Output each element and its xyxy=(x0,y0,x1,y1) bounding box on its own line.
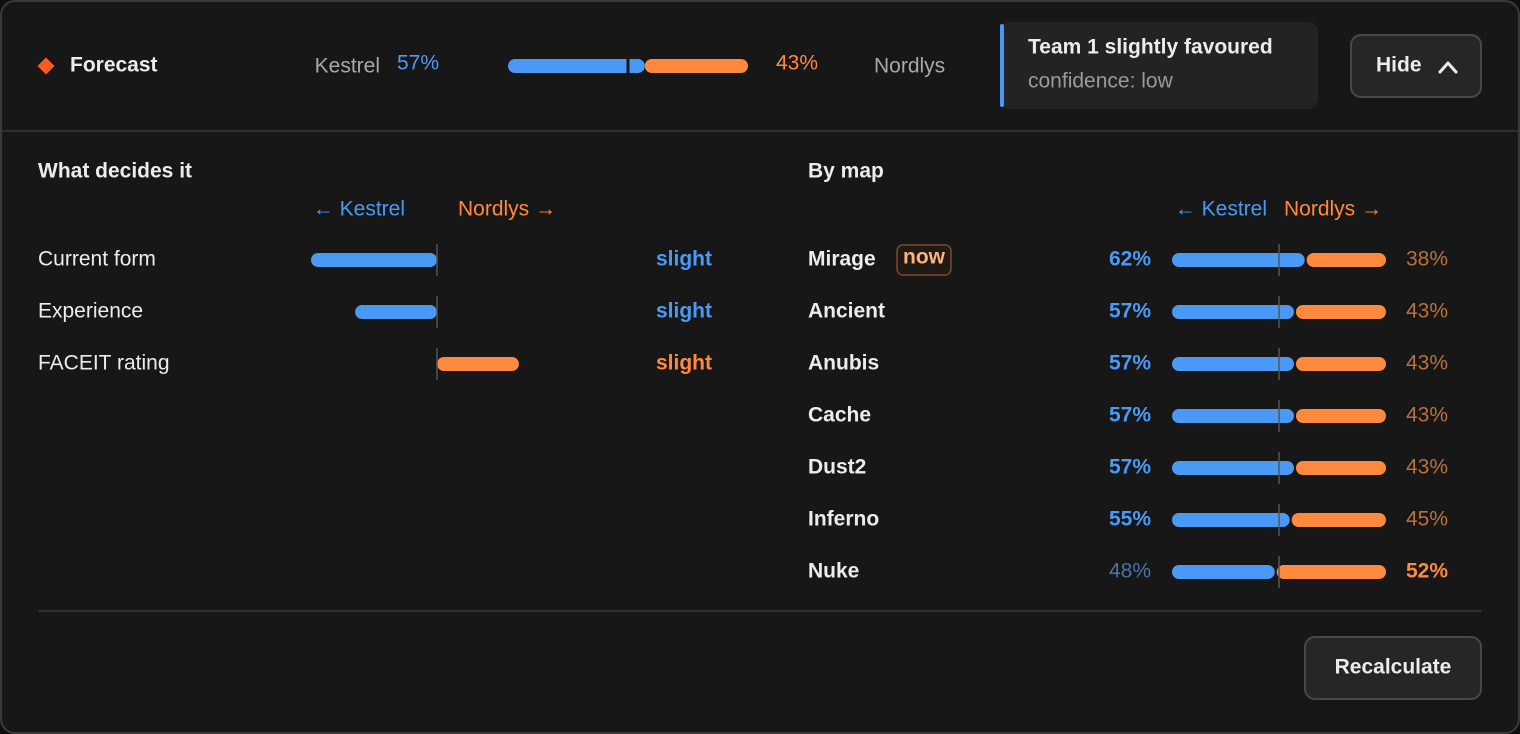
team1-name: Kestrel xyxy=(315,55,380,78)
map-name: Inferno xyxy=(808,508,879,531)
verdict-title: Team 1 slightly favoured xyxy=(1028,36,1273,59)
nordlys-bar xyxy=(1295,305,1386,319)
hide-button[interactable]: Hide xyxy=(1350,34,1482,98)
kestrel-pct: 48% xyxy=(1109,560,1151,583)
kestrel-pct: 55% xyxy=(1109,508,1151,531)
map-name: Mirage xyxy=(808,248,876,271)
nordlys-pct: 43% xyxy=(1406,300,1448,323)
header-title: Forecast xyxy=(70,54,158,77)
chevron-up[interactable] xyxy=(1438,61,1458,74)
team1-bar xyxy=(508,59,645,73)
recalculate-button[interactable]: Recalculate xyxy=(1304,636,1482,700)
hide-button-label[interactable]: Hide xyxy=(1376,54,1422,77)
verdict-subtitle: confidence: low xyxy=(1028,70,1174,93)
nordlys-pct: 43% xyxy=(1406,404,1448,427)
map-name: Anubis xyxy=(808,352,879,375)
kestrel-bar xyxy=(1172,253,1305,267)
diamond-icon xyxy=(37,57,55,75)
kestrel-pct: 57% xyxy=(1109,300,1151,323)
recalculate-button-bg[interactable] xyxy=(1304,636,1482,700)
hide-button-bg[interactable] xyxy=(1350,34,1482,98)
map-badge-label: now xyxy=(903,246,946,269)
factor-name: FACEIT rating xyxy=(38,352,170,375)
nordlys-bar xyxy=(1295,357,1386,371)
kestrel-pct: 62% xyxy=(1109,248,1151,271)
nordlys-bar xyxy=(1295,409,1386,423)
maps-right-label: Nordlys → xyxy=(1284,198,1382,221)
nordlys-bar xyxy=(1291,513,1386,527)
nordlys-pct: 45% xyxy=(1406,508,1448,531)
factor-name: Current form xyxy=(38,248,156,271)
kestrel-bar xyxy=(1172,305,1294,319)
nordlys-bar xyxy=(1306,253,1386,267)
midpoint xyxy=(626,59,630,73)
kestrel-pct: 57% xyxy=(1109,352,1151,375)
map-name: Nuke xyxy=(808,560,859,583)
nordlys-pct: 38% xyxy=(1406,248,1448,271)
nordlys-bar xyxy=(1276,565,1386,579)
factor-label: slight xyxy=(656,248,712,271)
team2-bar xyxy=(644,59,748,73)
maps-left-label: ← Kestrel xyxy=(1175,198,1267,221)
factor-label: slight xyxy=(656,300,712,323)
factor-name: Experience xyxy=(38,300,143,323)
kestrel-bar xyxy=(1172,513,1290,527)
nordlys-pct: 43% xyxy=(1406,456,1448,479)
factor-bar xyxy=(355,305,437,319)
kestrel-bar xyxy=(1172,565,1275,579)
factors-right-label: Nordlys → xyxy=(458,198,556,221)
team2-name: Nordlys xyxy=(874,55,945,78)
kestrel-bar xyxy=(1172,461,1294,475)
nordlys-pct: 52% xyxy=(1406,560,1448,583)
map-name: Dust2 xyxy=(808,456,866,479)
map-badge xyxy=(896,244,952,276)
factor-bar xyxy=(311,253,437,267)
map-name: Cache xyxy=(808,404,871,427)
factor-label: slight xyxy=(656,352,712,375)
factor-bar xyxy=(437,357,519,371)
maps-title: By map xyxy=(808,160,884,183)
team2-pct: 43% xyxy=(776,52,818,75)
kestrel-pct: 57% xyxy=(1109,404,1151,427)
map-name: Ancient xyxy=(808,300,885,323)
kestrel-bar xyxy=(1172,357,1294,371)
recalculate-button-label[interactable]: Recalculate xyxy=(1335,656,1452,679)
factors-title: What decides it xyxy=(38,160,192,183)
kestrel-bar xyxy=(1172,409,1294,423)
verdict-box xyxy=(1000,22,1318,109)
factors-left-label: ← Kestrel xyxy=(313,198,405,221)
nordlys-pct: 43% xyxy=(1406,352,1448,375)
nordlys-bar xyxy=(1295,461,1386,475)
team1-pct: 57% xyxy=(397,52,439,75)
verdict-accent xyxy=(1000,24,1004,107)
kestrel-pct: 57% xyxy=(1109,456,1151,479)
